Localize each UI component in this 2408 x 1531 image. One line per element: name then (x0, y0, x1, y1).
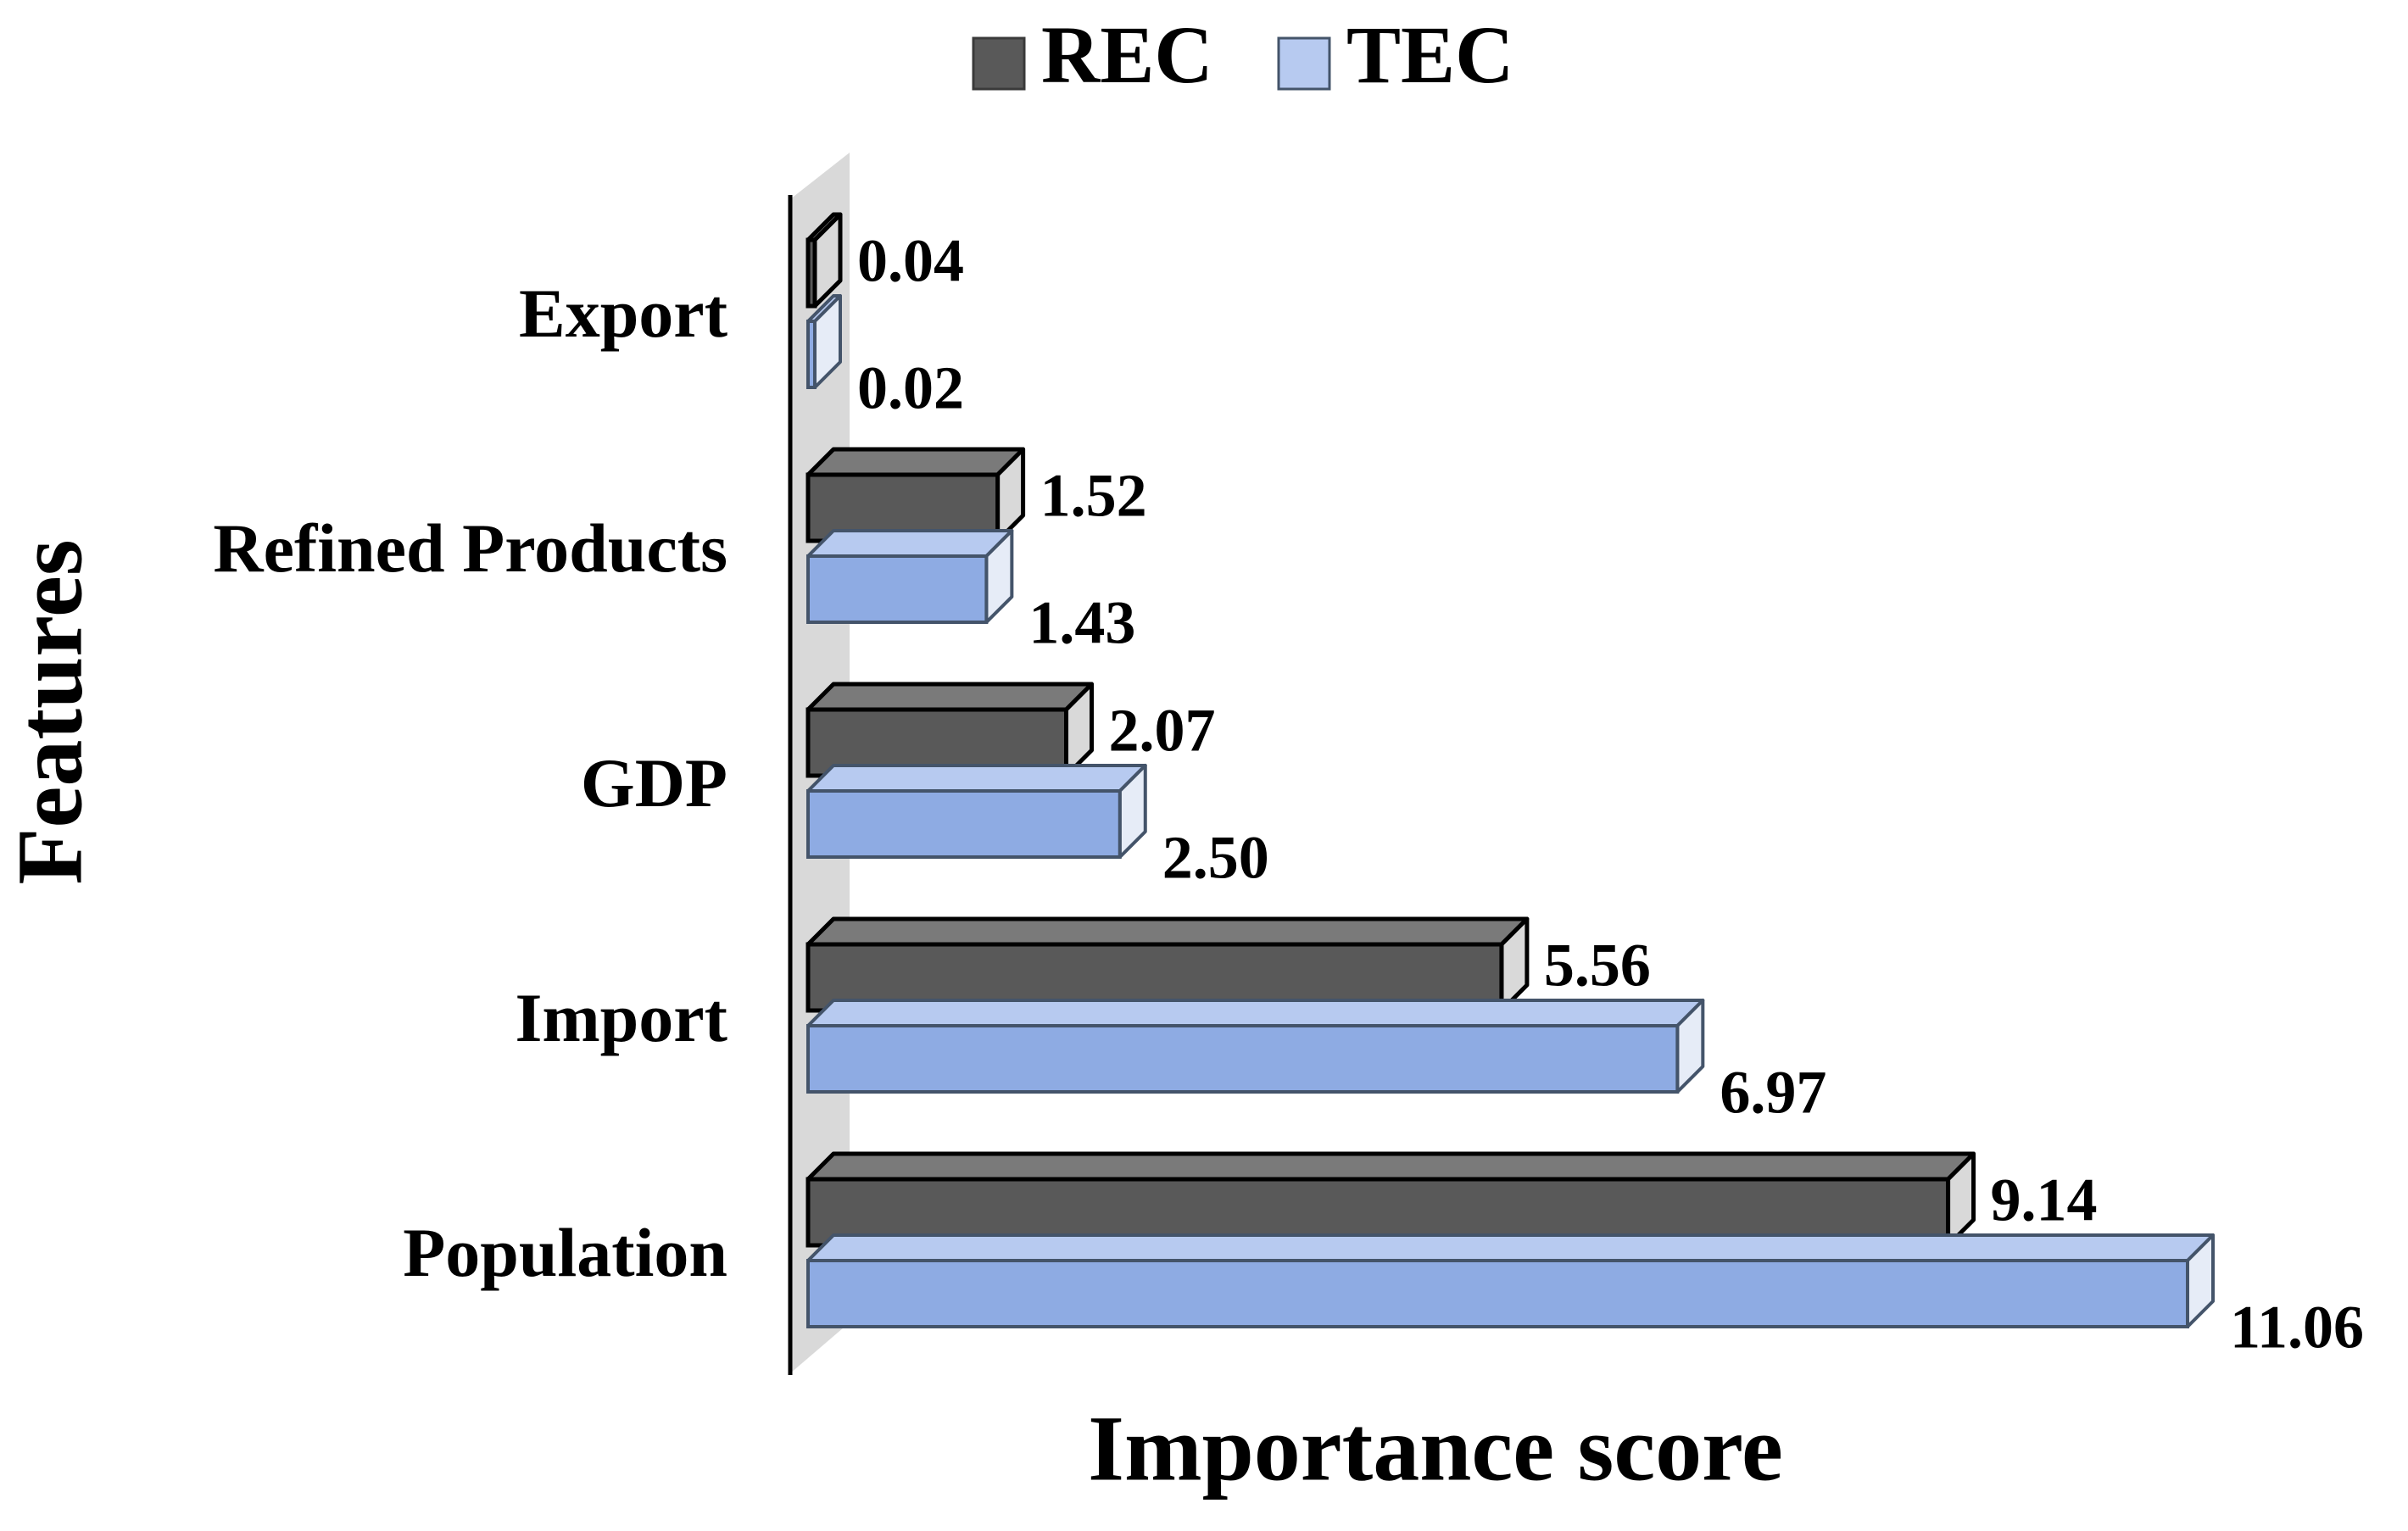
bar-front-face (805, 237, 817, 309)
category-label-import: Import (515, 979, 727, 1056)
bar-top-face (805, 447, 1026, 477)
data-label-rec-refined-products: 1.52 (1040, 462, 1147, 530)
category-label-refined-products: Refined Products (213, 509, 727, 587)
legend-swatch-tec (1277, 36, 1331, 91)
bar-top-face (806, 764, 1147, 793)
data-labels: 0.04 0.02 1.52 1.43 2.07 2.50 5.56 6.97 9.14 11.0… (857, 227, 2364, 1361)
bar-rec-refined-products (805, 447, 1026, 543)
legend-label-tec: TEC (1346, 9, 1513, 100)
category-label-gdp: GDP (581, 744, 727, 821)
category-label-export: Export (519, 275, 727, 352)
data-label-rec-gdp: 2.07 (1109, 697, 1216, 765)
x-axis-title: Importance score (1088, 1396, 1783, 1500)
category-labels: Export Refined Products GDP Import Populatio… (213, 275, 727, 1291)
bar-front-face (806, 789, 1122, 859)
data-label-tec-import: 6.97 (1720, 1059, 1826, 1127)
y-axis-title: Features (0, 539, 101, 884)
bar-top-face (805, 916, 1530, 947)
data-label-tec-export: 0.02 (857, 354, 964, 422)
data-label-tec-population: 11.06 (2230, 1294, 2364, 1361)
bar-front-face (806, 1024, 1680, 1094)
bar-top-face (806, 1233, 2215, 1262)
data-label-rec-export: 0.04 (857, 227, 964, 295)
data-label-tec-refined-products: 1.43 (1028, 589, 1135, 657)
bar-tec-population (806, 1233, 2215, 1328)
bar-rec-import (805, 916, 1530, 1013)
category-label-population: Population (403, 1214, 727, 1291)
legend-label-rec: REC (1041, 9, 1213, 100)
bar-front-face (806, 320, 817, 389)
bar-tec-import (806, 999, 1705, 1094)
bar-tec-refined-products (806, 529, 1014, 624)
bar-front-face (806, 554, 989, 624)
bar-tec-gdp (806, 764, 1147, 859)
data-label-rec-import: 5.56 (1544, 932, 1651, 999)
bar-top-face (806, 529, 1014, 558)
bar-rec-export (805, 212, 843, 309)
bar-top-face (805, 1151, 1976, 1182)
bar-top-face (806, 999, 1705, 1027)
bar-front-face (806, 1259, 2189, 1328)
legend: REC TEC (972, 9, 1513, 100)
legend-swatch-rec (972, 36, 1026, 91)
bar-tec-export (806, 294, 842, 389)
bar-top-face (805, 682, 1095, 712)
bar-rec-population (805, 1151, 1976, 1248)
bars (805, 212, 2215, 1328)
data-label-rec-population: 9.14 (1991, 1166, 2098, 1234)
bar-rec-gdp (805, 682, 1095, 778)
data-label-tec-gdp: 2.50 (1162, 824, 1269, 892)
